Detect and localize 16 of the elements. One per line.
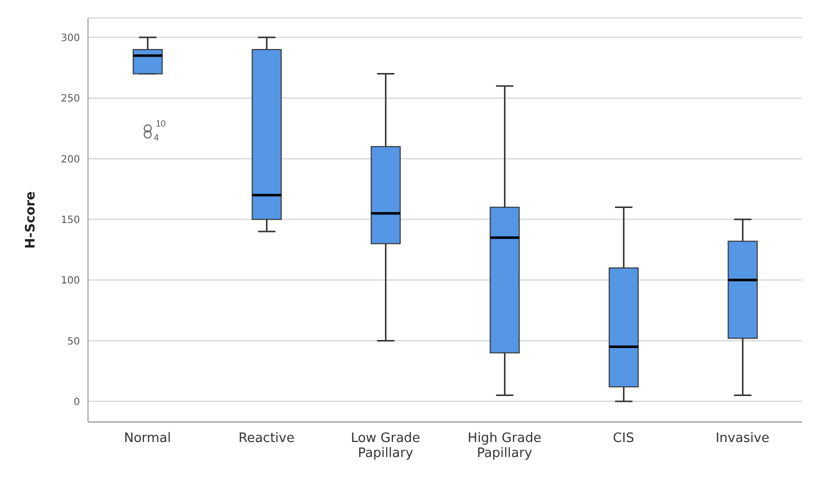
y-tick-label: 50 — [67, 336, 80, 348]
x-tick-label: Invasive — [716, 431, 770, 446]
y-axis-title: H-Score — [24, 191, 39, 249]
x-tick-label: CIS — [612, 431, 634, 446]
x-tick-label: Reactive — [238, 431, 294, 446]
y-tick-label: 150 — [60, 214, 80, 226]
y-tick-label: 300 — [60, 32, 80, 44]
y-tick-label: 0 — [74, 396, 80, 408]
annotation: 4 — [154, 132, 159, 142]
y-tick-label: 250 — [60, 94, 80, 105]
y-tick-label: 200 — [60, 154, 80, 166]
x-tick-label: Low Grade Papillary — [350, 431, 420, 461]
x-tick-label: Normal — [124, 431, 172, 446]
x-tick-label: High Grade Papillary — [468, 431, 542, 461]
y-tick-label: 100 — [60, 276, 80, 287]
annotation: 10 — [156, 118, 166, 128]
